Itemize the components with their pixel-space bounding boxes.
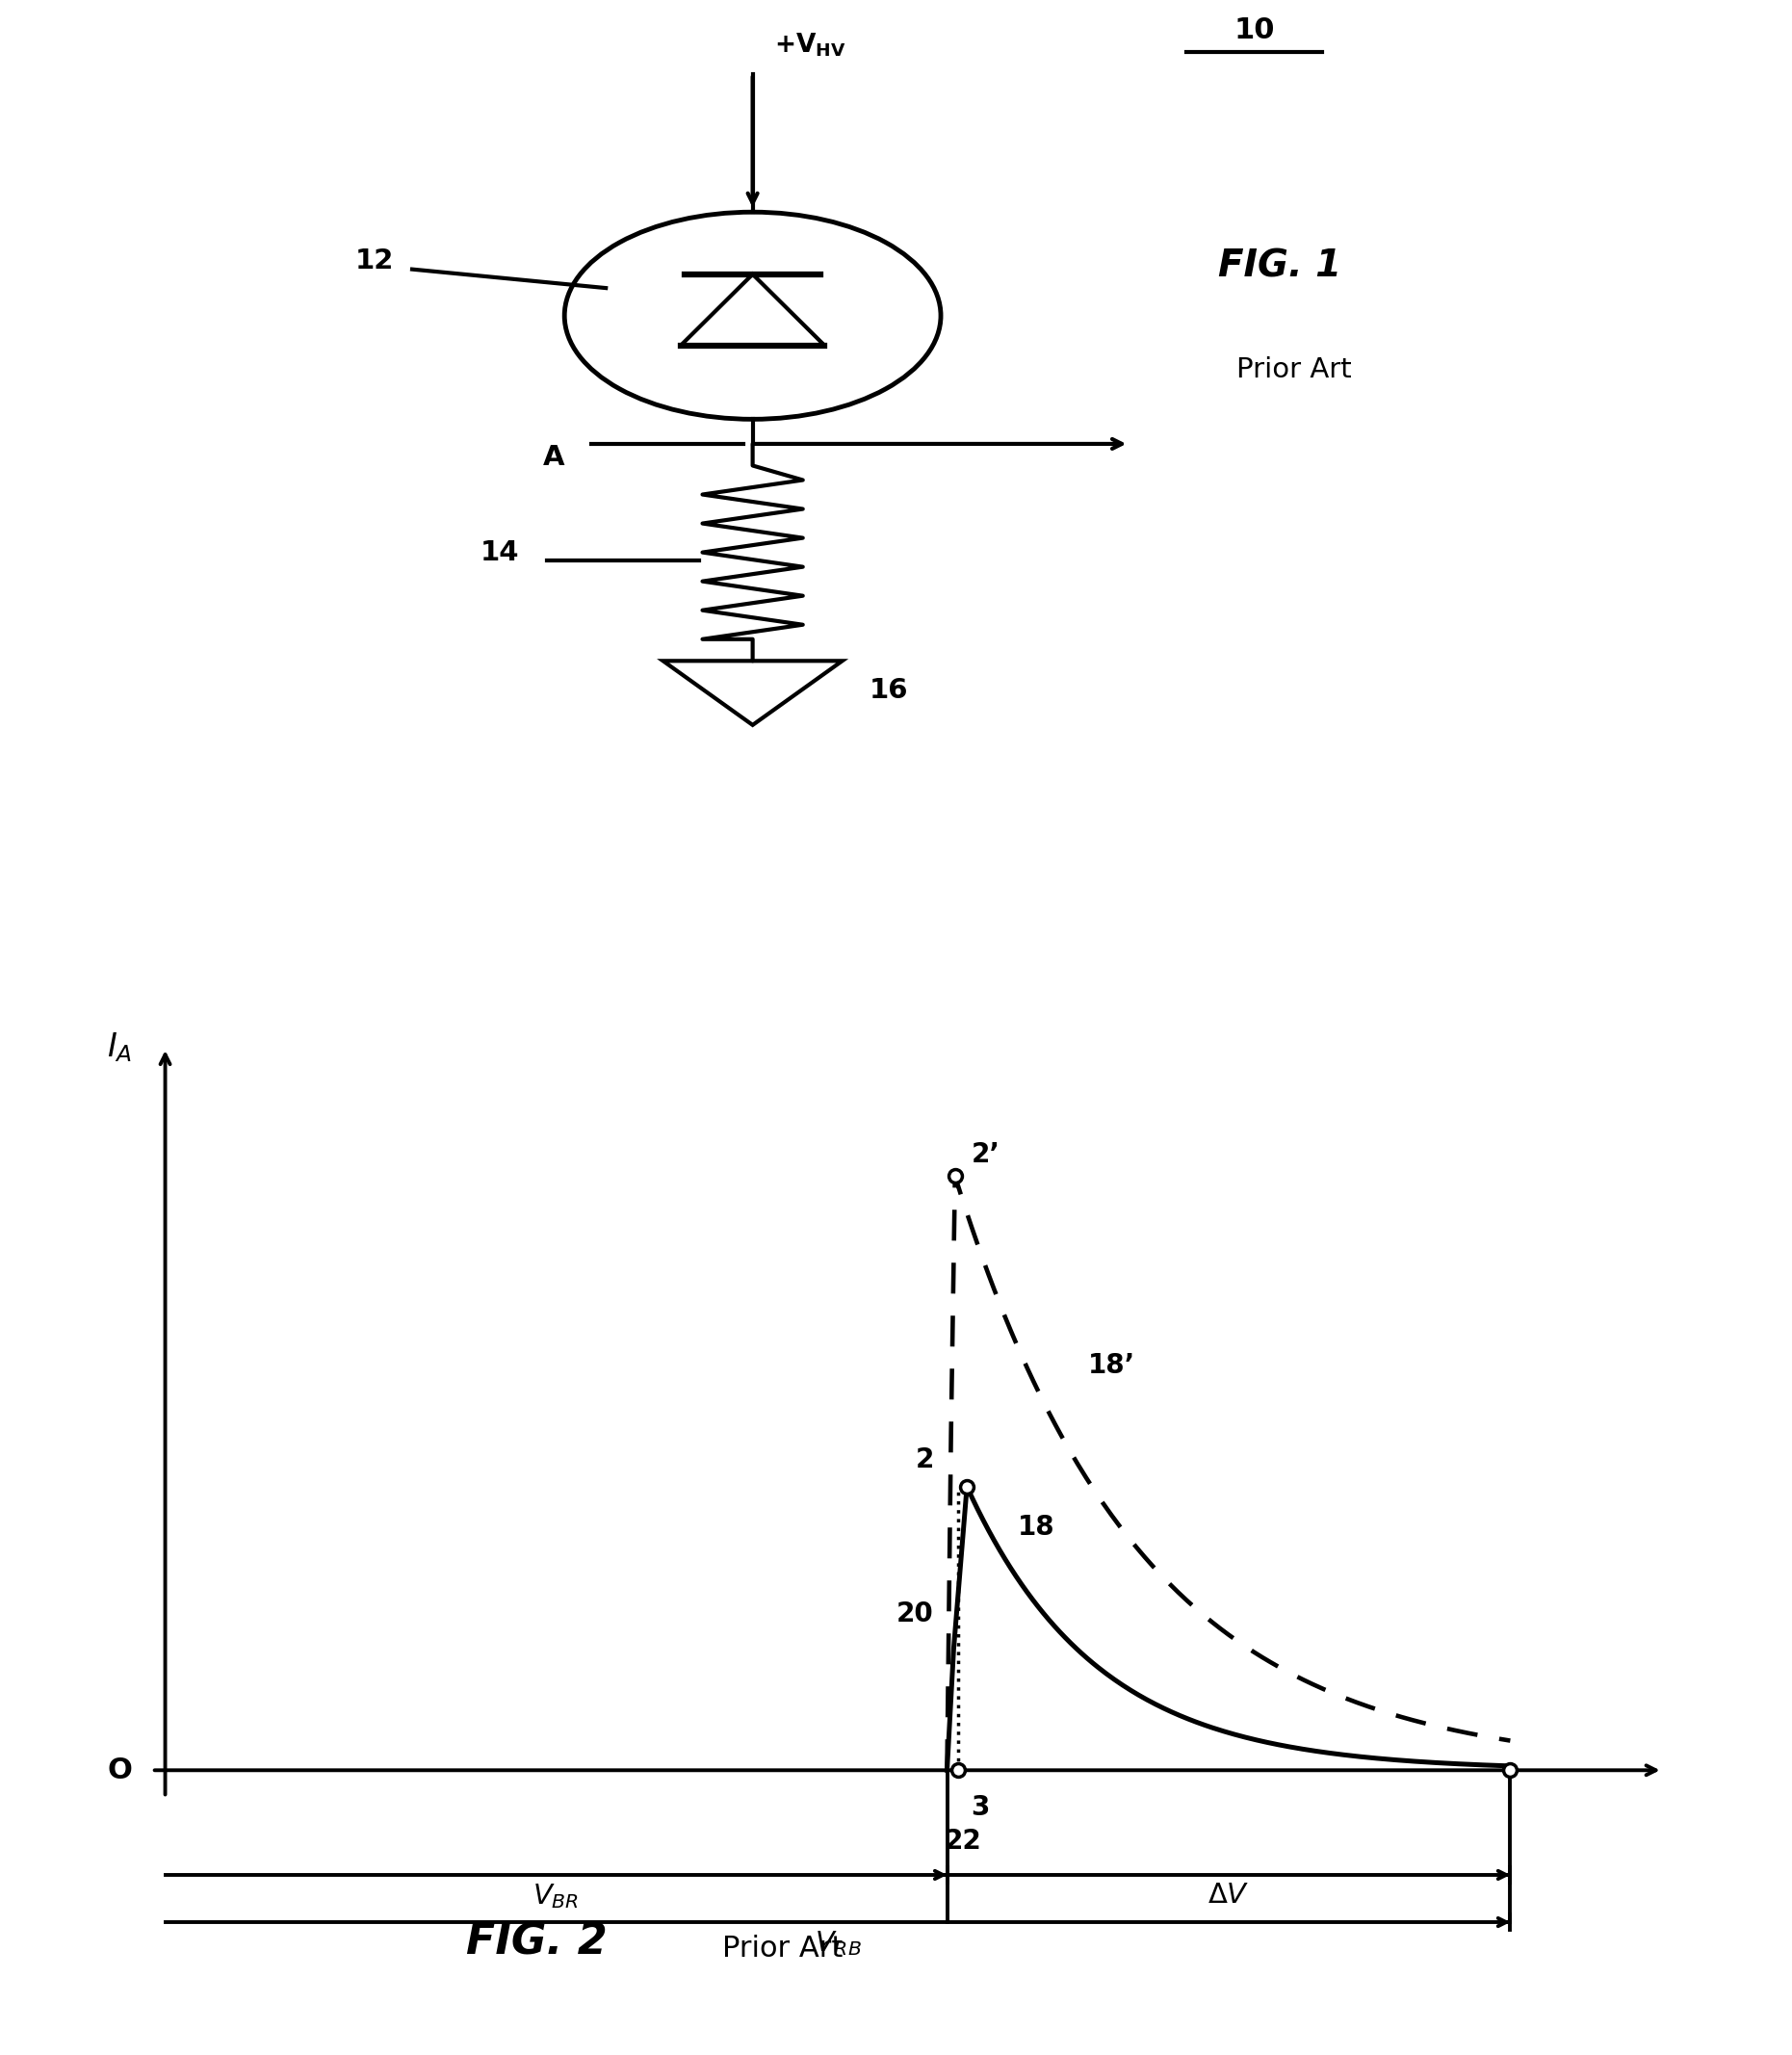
Text: 18: 18 <box>1018 1515 1054 1541</box>
Text: 2’: 2’ <box>971 1141 1000 1167</box>
Text: O: O <box>108 1757 133 1784</box>
Text: 2: 2 <box>916 1447 934 1473</box>
Text: A: A <box>543 444 564 471</box>
Text: 16: 16 <box>869 676 909 705</box>
Text: $V_{BR}$: $V_{BR}$ <box>532 1882 579 1911</box>
Text: 3: 3 <box>971 1794 989 1821</box>
Text: Prior Art: Prior Art <box>1236 356 1351 384</box>
Text: 20: 20 <box>896 1601 934 1628</box>
Text: 14: 14 <box>480 538 520 565</box>
Text: FIG. 2: FIG. 2 <box>466 1921 607 1963</box>
Text: Prior Art: Prior Art <box>722 1934 842 1963</box>
Text: $\mathbf{+V_{HV}}$: $\mathbf{+V_{HV}}$ <box>774 31 846 60</box>
Text: 10: 10 <box>1235 16 1274 45</box>
Text: $I_A$: $I_A$ <box>108 1032 133 1064</box>
Text: 18’: 18’ <box>1088 1352 1134 1379</box>
Text: FIG. 1: FIG. 1 <box>1219 249 1342 286</box>
Text: $V_{RB}$: $V_{RB}$ <box>814 1930 862 1958</box>
Text: 22: 22 <box>944 1827 982 1854</box>
Text: $\Delta V$: $\Delta V$ <box>1208 1882 1249 1909</box>
Text: 12: 12 <box>355 249 394 275</box>
